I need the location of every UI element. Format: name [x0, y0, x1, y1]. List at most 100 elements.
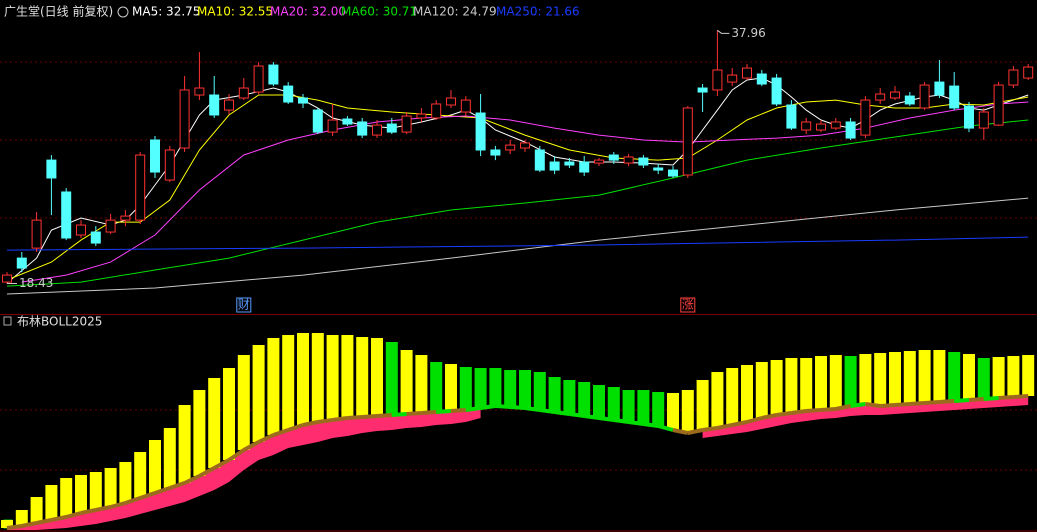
base-line: [569, 412, 585, 418]
boll-bar: [755, 362, 768, 418]
base-line: [983, 396, 999, 401]
boll-bar: [992, 357, 1005, 398]
ma-line: [6, 236, 1029, 251]
candle-body: [298, 97, 308, 104]
boll-bar: [622, 390, 635, 422]
boll-bar: [163, 428, 176, 488]
boll-bar: [341, 335, 354, 418]
candle-body: [446, 97, 456, 106]
ma-line: [6, 119, 1029, 287]
base-line: [731, 420, 748, 427]
candle-body: [150, 139, 160, 173]
boll-bar: [726, 368, 739, 425]
base-line: [95, 505, 111, 512]
base-line: [302, 420, 319, 427]
candle-body: [416, 113, 427, 119]
candle-body: [564, 161, 575, 166]
base-line: [376, 413, 392, 418]
boll-bar: [385, 342, 398, 415]
base-line: [213, 458, 230, 470]
candle-body: [475, 112, 486, 151]
candle-body: [608, 154, 619, 161]
boll-bar: [75, 475, 87, 513]
boll-bar: [1007, 356, 1020, 397]
boll-bar: [948, 352, 961, 401]
candle-body: [830, 121, 841, 129]
candle-body: [224, 99, 234, 111]
base-line: [154, 486, 171, 495]
candle-body: [490, 149, 501, 156]
candle-body: [904, 95, 915, 105]
base-line: [628, 420, 644, 426]
base-line: [820, 407, 836, 412]
ma-line: [6, 94, 1029, 281]
base-line: [717, 423, 733, 430]
boll-bar: [489, 368, 502, 406]
legend-label: MA5: 32.75: [132, 5, 200, 19]
candle-body: [964, 105, 974, 129]
base-line: [894, 402, 910, 407]
lower-band: [702, 396, 1029, 438]
boll-bar: [519, 370, 531, 408]
base-line: [643, 422, 659, 428]
boll-bar: [504, 370, 517, 407]
boll-bar: [134, 452, 147, 498]
boll-bar: [933, 350, 946, 402]
base-line: [169, 481, 186, 490]
base-line: [539, 408, 555, 414]
boll-bar: [149, 440, 161, 493]
boll-bar: [741, 365, 753, 422]
base-line: [436, 409, 452, 414]
boll-bar: [637, 390, 650, 424]
base-line: [6, 524, 23, 530]
boll-bar: [193, 390, 206, 476]
candle-body: [594, 159, 604, 164]
event-box: [680, 297, 696, 313]
candle-body: [283, 85, 294, 103]
candle-body: [668, 169, 678, 177]
boll-bar: [445, 364, 457, 411]
panel-icon: [3, 316, 12, 326]
candle-body: [623, 156, 634, 164]
ma-line: [6, 77, 1029, 284]
candle-body: [520, 142, 530, 149]
candle-body: [786, 104, 797, 129]
base-line: [924, 400, 940, 405]
base-line: [880, 403, 896, 408]
base-line: [406, 411, 422, 416]
base-line: [510, 405, 526, 410]
candle-body: [653, 167, 664, 171]
candle-body: [61, 191, 72, 239]
base-line: [524, 406, 541, 412]
base-line: [850, 402, 866, 408]
base-line: [761, 413, 777, 420]
candle-body: [949, 85, 960, 109]
boll-bar: [430, 362, 443, 412]
legend-label: MA60: 30.71: [341, 5, 417, 19]
boll-bar: [104, 468, 117, 507]
candle-body: [135, 154, 146, 221]
candle-body: [697, 87, 708, 93]
boll-bar: [415, 355, 428, 413]
high-label: 37.96: [731, 26, 765, 40]
boll-bar: [223, 368, 235, 460]
candle-body: [890, 91, 900, 99]
settings-icon[interactable]: [117, 6, 129, 18]
boll-bar: [829, 355, 842, 409]
base-line: [124, 496, 141, 505]
panel-title: 布林BOLL2025: [17, 315, 102, 329]
boll-bar: [977, 358, 990, 399]
boll-bar: [918, 350, 931, 403]
boll-bar: [607, 387, 620, 420]
candle-body: [268, 64, 279, 85]
candle-body: [386, 123, 397, 133]
candle-body: [1023, 66, 1034, 79]
boll-bar: [593, 385, 605, 418]
base-line: [198, 466, 216, 478]
boll-bar: [282, 335, 295, 430]
base-line: [1013, 394, 1029, 399]
candle-body: [253, 65, 264, 93]
boll-bar: [311, 333, 324, 422]
base-line: [21, 521, 37, 528]
